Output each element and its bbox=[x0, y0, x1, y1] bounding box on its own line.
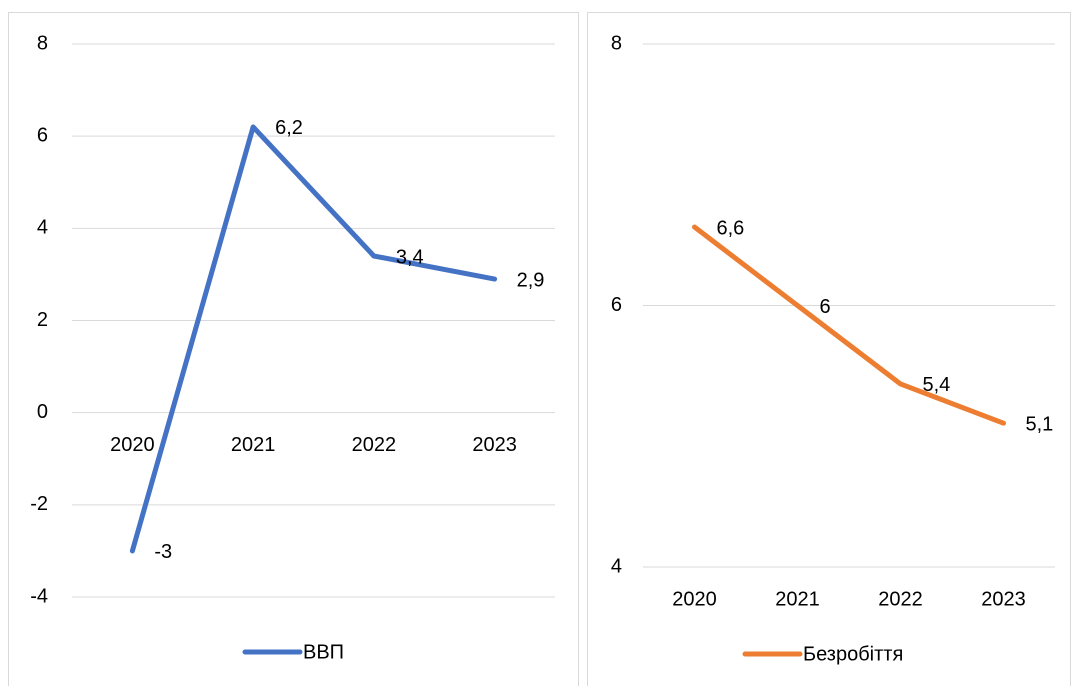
x-tick-label: 2022 bbox=[878, 588, 923, 610]
data-label: 2,9 bbox=[517, 269, 545, 291]
y-tick-label: 8 bbox=[611, 32, 622, 54]
y-tick-label: 4 bbox=[37, 217, 48, 239]
y-tick-label: 4 bbox=[611, 555, 622, 577]
y-tick-label: 6 bbox=[611, 294, 622, 316]
y-tick-label: -2 bbox=[30, 493, 48, 515]
data-label: 3,4 bbox=[396, 246, 424, 268]
data-label: 6 bbox=[820, 296, 831, 318]
data-label: 6,6 bbox=[717, 217, 745, 239]
line bbox=[692, 224, 1006, 426]
panel-border bbox=[8, 12, 579, 691]
y-tick-label: 6 bbox=[37, 124, 48, 146]
data-label: 5,4 bbox=[923, 374, 951, 396]
legend-label: Безробіття bbox=[803, 643, 903, 665]
y-tick-label: -4 bbox=[30, 585, 48, 607]
x-tick-label: 2020 bbox=[672, 588, 717, 610]
x-tick-label: 2021 bbox=[775, 588, 820, 610]
x-tick-label: 2023 bbox=[981, 588, 1026, 610]
line bbox=[129, 124, 498, 554]
y-tick-label: 2 bbox=[37, 309, 48, 331]
x-tick-label: 2020 bbox=[110, 434, 155, 456]
x-tick-label: 2023 bbox=[472, 434, 517, 456]
x-tick-label: 2021 bbox=[231, 434, 276, 456]
y-tick-label: 8 bbox=[37, 32, 48, 54]
data-label: 6,2 bbox=[275, 117, 303, 139]
panel-border bbox=[587, 12, 1071, 691]
data-label: -3 bbox=[154, 541, 172, 563]
legend-label: ВВП bbox=[303, 641, 344, 663]
x-tick-label: 2022 bbox=[352, 434, 397, 456]
data-label: 5,1 bbox=[1026, 413, 1054, 435]
y-tick-label: 0 bbox=[37, 401, 48, 423]
